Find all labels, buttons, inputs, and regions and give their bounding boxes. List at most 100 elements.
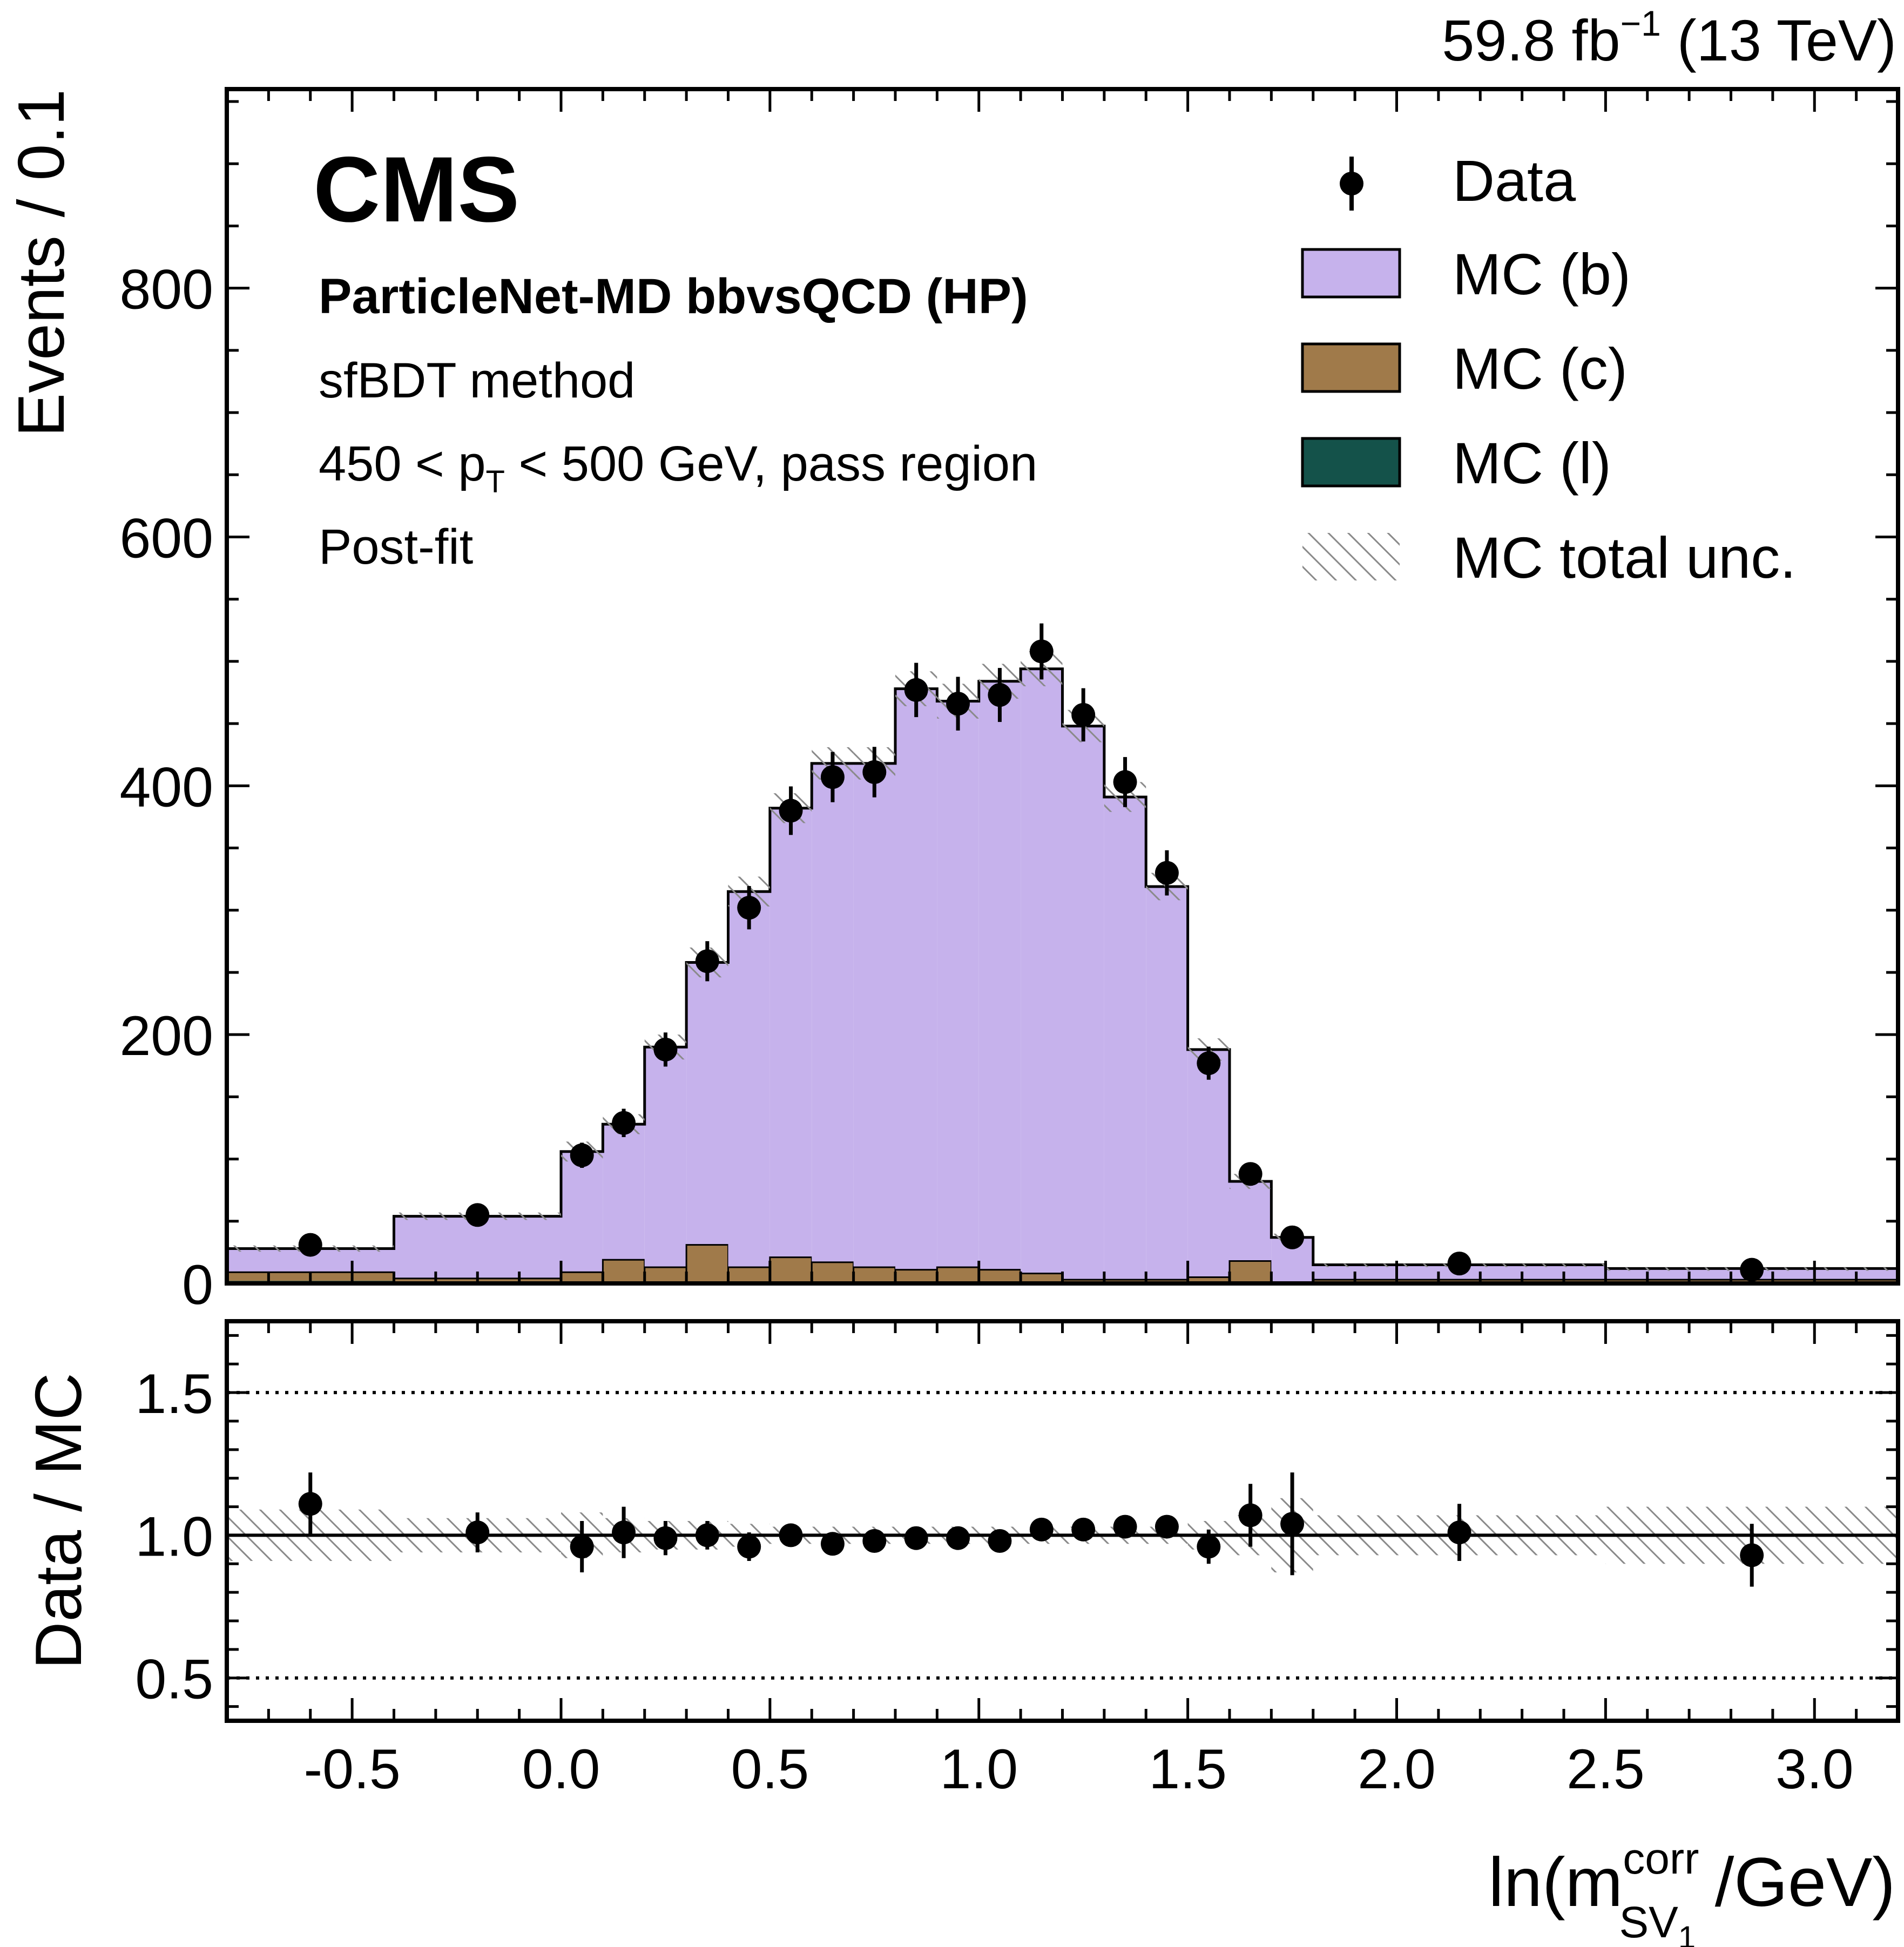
data-point bbox=[298, 1233, 322, 1257]
x-tick-label: 1.0 bbox=[940, 1738, 1018, 1801]
data-point bbox=[570, 1143, 594, 1167]
y-tick-label-main: 0 bbox=[182, 1254, 213, 1316]
data-point bbox=[1447, 1252, 1471, 1276]
y-tick-label-ratio: 1.0 bbox=[135, 1505, 213, 1568]
y-tick-label-ratio: 1.5 bbox=[135, 1363, 213, 1425]
ratio-point bbox=[1113, 1515, 1137, 1539]
legend-label-mc-c: MC (c) bbox=[1453, 336, 1628, 401]
y-tick-label-main: 400 bbox=[119, 756, 213, 819]
legend-swatch-mc-b bbox=[1301, 248, 1401, 299]
mc-b-bin bbox=[853, 763, 895, 1283]
main-stack-layer bbox=[227, 667, 1898, 1283]
ratio-point bbox=[904, 1526, 928, 1550]
mc-c-bin bbox=[853, 1266, 896, 1283]
mc-b-bin bbox=[728, 891, 770, 1283]
legend-data-marker bbox=[1340, 157, 1363, 211]
x-tick-label: 2.5 bbox=[1567, 1738, 1645, 1801]
data-point bbox=[862, 760, 887, 784]
data-point bbox=[779, 799, 803, 823]
data-point bbox=[1154, 861, 1179, 885]
data-point bbox=[946, 692, 970, 716]
mc-c-bin bbox=[727, 1266, 771, 1283]
legend-label-mc-b: MC (b) bbox=[1453, 241, 1631, 307]
ratio-point bbox=[653, 1526, 678, 1550]
ratio-plot-frame bbox=[225, 1319, 1900, 1723]
ratio-point bbox=[862, 1529, 887, 1553]
ratio-point bbox=[737, 1534, 761, 1559]
mc-b-bin bbox=[644, 1047, 687, 1283]
annotation-postfit: Post-fit bbox=[319, 519, 473, 574]
y-axis-title-main: Events / 0.1 bbox=[4, 89, 78, 437]
x-tick-label: 3.0 bbox=[1775, 1738, 1854, 1801]
data-point bbox=[1029, 639, 1054, 664]
ratio-point bbox=[612, 1520, 636, 1545]
ratio-point bbox=[465, 1520, 490, 1545]
mc-b-bin bbox=[769, 808, 812, 1283]
ratio-point bbox=[820, 1532, 845, 1556]
ratio-point bbox=[1740, 1543, 1764, 1567]
data-point bbox=[737, 896, 761, 920]
mc-b-bin bbox=[1021, 668, 1063, 1283]
x-tick-label: 2.0 bbox=[1358, 1738, 1436, 1801]
mc-c-bin bbox=[685, 1244, 729, 1283]
ratio-point bbox=[1154, 1515, 1179, 1539]
mc-b-bin bbox=[686, 962, 728, 1283]
mc-b-bin bbox=[812, 763, 854, 1283]
mc-b-bin bbox=[937, 701, 979, 1283]
data-point bbox=[904, 678, 928, 702]
mc-c-bin bbox=[602, 1259, 646, 1283]
mc-b-bin bbox=[1062, 726, 1104, 1283]
ratio-point bbox=[1197, 1534, 1221, 1559]
mc-c-bin bbox=[769, 1256, 813, 1283]
ratio-point bbox=[1029, 1517, 1054, 1542]
x-tick-label: 0.0 bbox=[522, 1738, 600, 1801]
data-point bbox=[465, 1203, 490, 1227]
ratio-point bbox=[1238, 1503, 1262, 1527]
data-point bbox=[1197, 1051, 1221, 1076]
mc-c-bin bbox=[644, 1266, 687, 1283]
lumi-label: 59.8 fb−1 (13 TeV) bbox=[1442, 3, 1896, 73]
ratio-point bbox=[988, 1529, 1012, 1553]
x-axis-title: ln(mcorr SV1 /GeV) bbox=[1488, 1834, 1895, 1947]
legend-swatch-mc-c bbox=[1301, 342, 1401, 393]
axes-tick-labels: 0 200 400 600 800 0.5 1.0 1.5 -0.5 0.0 0.5 1.0 1.5 2.… bbox=[119, 259, 1853, 1801]
ratio-reference-lines bbox=[227, 1391, 1898, 1680]
x-tick-label: -0.5 bbox=[304, 1738, 401, 1801]
legend-label-mc-l: MC (l) bbox=[1453, 430, 1611, 496]
ratio-point bbox=[946, 1526, 970, 1550]
mc-b-bin bbox=[1104, 797, 1146, 1283]
mc-b-bin bbox=[1187, 1049, 1230, 1283]
mc-b-bin bbox=[603, 1124, 645, 1283]
mc-b-bin bbox=[895, 688, 937, 1283]
main-data-layer bbox=[298, 623, 1764, 1282]
experiment-label: CMS bbox=[313, 138, 519, 241]
mc-b-bin bbox=[561, 1151, 603, 1283]
x-tick-label: 1.5 bbox=[1149, 1738, 1227, 1801]
x-tick-label: 0.5 bbox=[731, 1738, 809, 1801]
data-point bbox=[612, 1111, 636, 1135]
y-tick-label-main: 200 bbox=[119, 1005, 213, 1067]
ratio-point bbox=[298, 1492, 322, 1516]
y-tick-label-main: 600 bbox=[119, 508, 213, 570]
mc-b-bin bbox=[1146, 886, 1188, 1283]
data-point bbox=[1071, 702, 1096, 727]
ratio-point bbox=[1280, 1512, 1305, 1536]
mc-c-bin bbox=[1228, 1260, 1272, 1283]
ratio-point bbox=[1071, 1517, 1096, 1542]
ratio-point bbox=[695, 1523, 719, 1547]
data-point bbox=[653, 1037, 678, 1062]
ratio-data-layer bbox=[298, 1472, 1764, 1587]
data-point bbox=[1740, 1258, 1764, 1282]
main-plot-frame bbox=[225, 87, 1900, 1286]
y-tick-label-ratio: 0.5 bbox=[135, 1648, 213, 1711]
ratio-point bbox=[570, 1534, 594, 1559]
legend-swatch-unc bbox=[1302, 533, 1400, 580]
data-point bbox=[1238, 1162, 1262, 1186]
mc-c-bin bbox=[811, 1261, 855, 1283]
y-tick-label-main: 800 bbox=[119, 259, 213, 321]
data-point bbox=[988, 683, 1012, 707]
legend-label-unc: MC total unc. bbox=[1453, 525, 1796, 590]
annotation-pt-range: 450 < pT < 500 GeV, pass region bbox=[319, 436, 1037, 499]
data-point bbox=[820, 765, 845, 789]
